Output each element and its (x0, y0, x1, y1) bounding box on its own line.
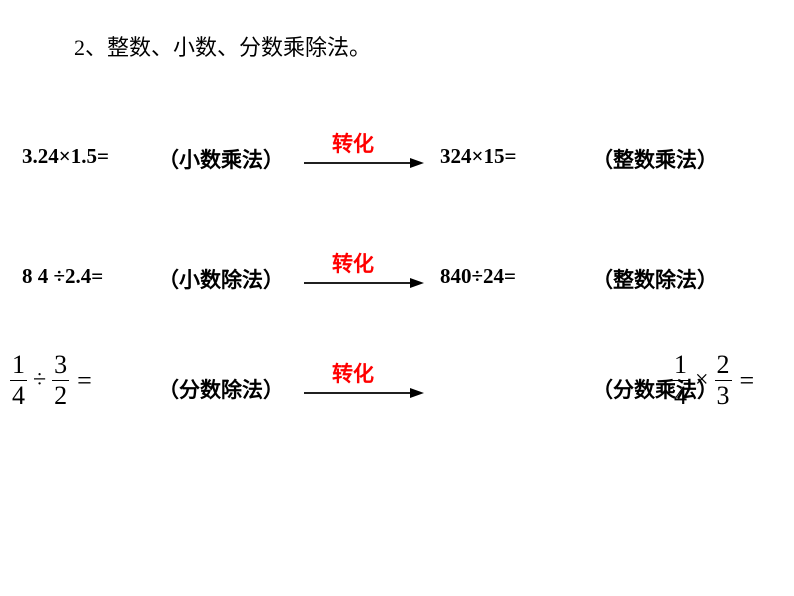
right-expression: 840÷24= (440, 264, 516, 289)
denominator: 3 (715, 380, 732, 409)
right-expression: 324×15= (440, 144, 516, 169)
arrow-icon (304, 276, 424, 290)
left-type-label: （小数乘法） (158, 144, 284, 174)
section-title: 2、整数、小数、分数乘除法。 (74, 30, 371, 62)
left-expression: 3.24×1.5= (22, 144, 109, 169)
left-expression: 8 4 ÷2.4= (22, 264, 103, 289)
convert-label: 转化 (332, 358, 374, 388)
fraction-a: 1 4 (672, 352, 689, 409)
left-fraction-expression: 1 4 ÷ 3 2 = (10, 352, 92, 409)
denominator: 4 (672, 380, 689, 409)
operator: × (693, 367, 711, 394)
right-fraction-expression: 1 4 × 2 3 = (672, 352, 754, 409)
row-fraction-div: 1 4 ÷ 3 2 = （分数除法） 转化 （分数乘法） 1 4 × 2 3 = (0, 360, 794, 440)
arrow-icon (304, 156, 424, 170)
row-decimal-mult: 3.24×1.5= （小数乘法） 转化 324×15= （整数乘法） (0, 130, 794, 210)
equals-sign: = (73, 366, 92, 396)
numerator: 1 (10, 352, 27, 380)
convert-label: 转化 (332, 128, 374, 158)
arrow-icon (304, 386, 424, 400)
denominator: 4 (10, 380, 27, 409)
right-type-label: （整数乘法） (592, 144, 718, 174)
numerator: 3 (52, 352, 69, 380)
numerator: 1 (672, 352, 689, 380)
equals-sign: = (736, 366, 755, 396)
operator: ÷ (31, 367, 48, 394)
fraction-b: 2 3 (715, 352, 732, 409)
numerator: 2 (715, 352, 732, 380)
row-decimal-div: 8 4 ÷2.4= （小数除法） 转化 840÷24= （整数除法） (0, 250, 794, 330)
fraction-a: 1 4 (10, 352, 27, 409)
left-type-label: （小数除法） (158, 264, 284, 294)
convert-label: 转化 (332, 248, 374, 278)
left-type-label: （分数除法） (158, 374, 284, 404)
fraction-b: 3 2 (52, 352, 69, 409)
right-type-label: （整数除法） (592, 264, 718, 294)
denominator: 2 (52, 380, 69, 409)
